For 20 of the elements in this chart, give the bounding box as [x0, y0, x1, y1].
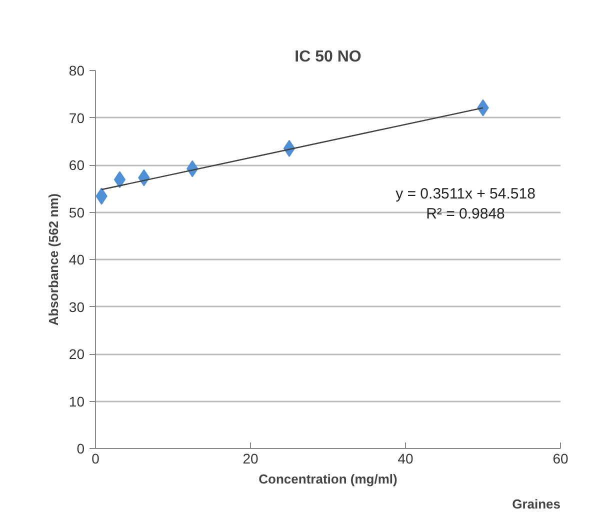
x-axis-title: Concentration (mg/ml) [258, 472, 398, 486]
y-axis-title: Absorbance (562 nm) [46, 193, 61, 326]
chart-title: IC 50 NO [294, 48, 362, 66]
x-tick-label: 0 [92, 450, 100, 466]
point [114, 171, 126, 188]
y-tick-label: 70 [68, 110, 85, 126]
x-tick-label: 40 [398, 450, 414, 466]
y-tick-label: 80 [68, 62, 85, 78]
y-tick-label: 60 [68, 157, 85, 173]
y-tick-label: 50 [68, 204, 85, 220]
y-tick-label: 20 [68, 346, 85, 362]
y-tick-label: 40 [68, 252, 85, 268]
annotation: R² = 0.9848 [426, 206, 505, 222]
y-tick-label: 0 [76, 440, 85, 456]
y-tick-label: 30 [68, 298, 85, 315]
annotation: y = 0.3511x + 54.518 [396, 186, 536, 202]
text: Graines [512, 496, 561, 512]
x-tick-label: 60 [552, 450, 568, 466]
y-tick-label: 10 [68, 393, 85, 410]
x-tick-label: 20 [242, 450, 258, 466]
